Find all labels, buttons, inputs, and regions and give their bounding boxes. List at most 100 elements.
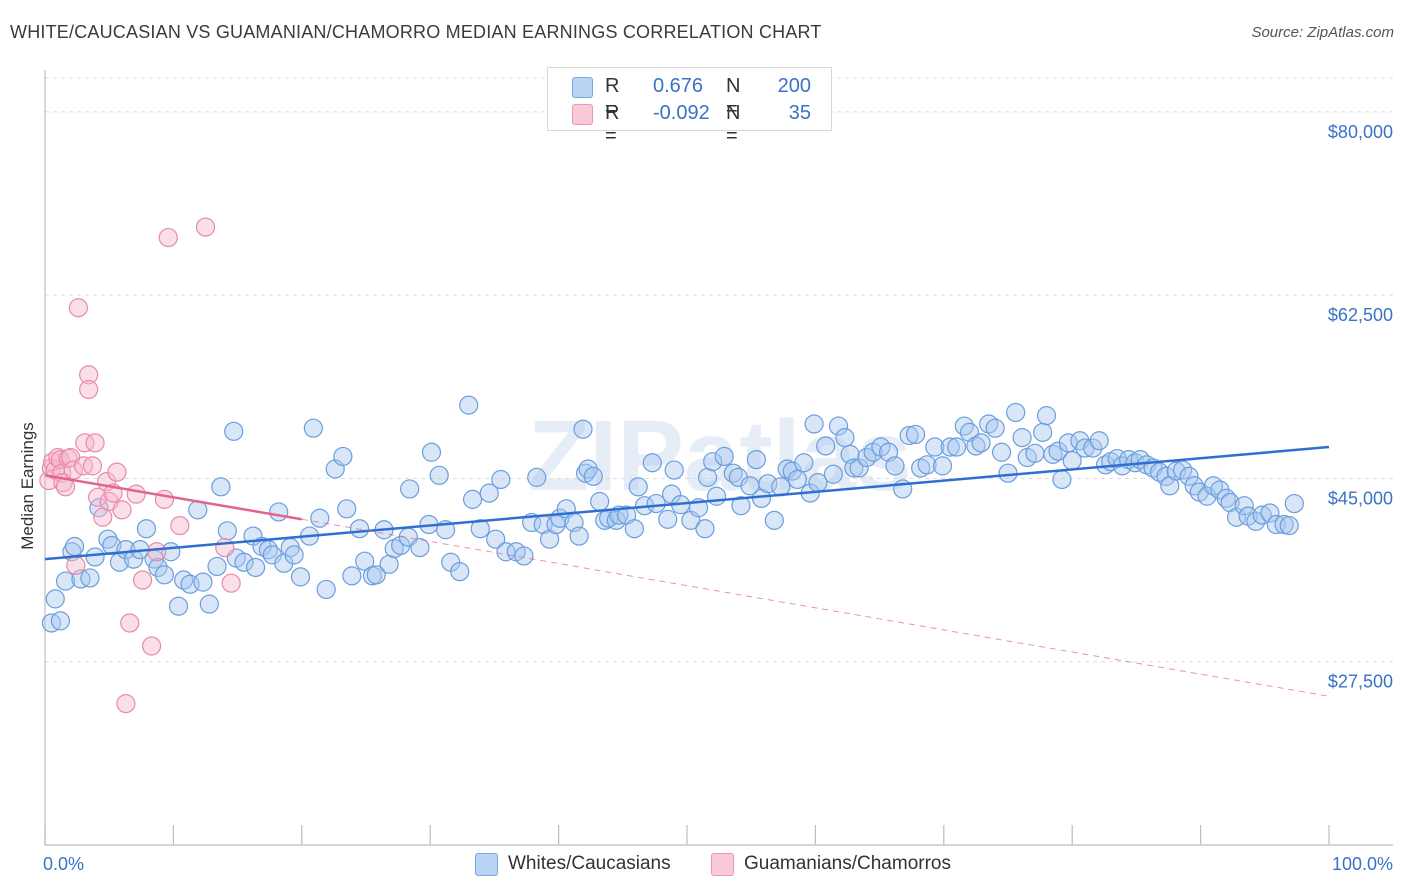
legend-swatch-pink: [572, 104, 593, 125]
data-point-whites: [284, 545, 304, 565]
data-point-whites: [429, 465, 449, 485]
data-point-whites: [857, 447, 877, 468]
data-point-whites: [664, 460, 684, 480]
data-point-whites: [971, 433, 991, 453]
data-point-whites: [966, 436, 986, 456]
data-point-whites: [234, 552, 254, 572]
data-point-whites: [1012, 428, 1032, 448]
data-point-whites: [148, 557, 168, 578]
data-point-whites: [794, 453, 814, 473]
data-point-whites: [310, 508, 330, 528]
data-point-whites: [491, 469, 511, 490]
legend-label: Whites/Caucasians: [508, 853, 671, 874]
data-point-whites: [245, 557, 266, 578]
data-point-whites: [1033, 422, 1053, 442]
data-point-whites: [899, 425, 919, 446]
data-point-whites: [85, 547, 105, 567]
trend-lines: [44, 445, 1330, 697]
data-point-whites: [1184, 476, 1204, 496]
data-point-whites: [746, 449, 766, 470]
n-value: 35: [788, 102, 811, 124]
data-point-whites: [1166, 461, 1186, 481]
data-point-whites: [658, 509, 678, 529]
y-tick-label: $80,000: [1328, 122, 1393, 142]
data-point-whites: [885, 456, 905, 476]
data-point-whites: [823, 464, 843, 484]
x-tick-label-min: 0.0%: [43, 854, 84, 874]
data-point-whites: [486, 529, 506, 549]
data-point-whites: [199, 594, 219, 614]
data-point-whites: [695, 519, 715, 539]
data-point-whites: [470, 519, 490, 539]
data-point-guamanians: [107, 462, 127, 482]
r-value: -0.092: [653, 102, 710, 124]
data-point-whites: [787, 469, 808, 490]
data-point-whites: [342, 566, 362, 586]
data-point-whites: [207, 556, 227, 577]
data-point-guamanians: [126, 484, 146, 504]
data-point-whites: [835, 428, 855, 448]
data-point-whites: [1260, 503, 1280, 523]
data-point-guamanians: [215, 537, 235, 558]
data-point-whites: [349, 519, 370, 539]
data-point-whites: [269, 502, 289, 522]
data-point-guamanians: [82, 456, 103, 476]
y-tick-label: $45,000: [1328, 488, 1393, 508]
data-point-whites: [193, 572, 213, 592]
data-point-whites: [459, 395, 479, 415]
data-point-guamanians: [120, 613, 140, 633]
data-point-whites: [1006, 402, 1026, 423]
trend-line-guamanians-extension: [301, 518, 1330, 697]
data-point-whites: [337, 499, 357, 519]
data-point-whites: [1156, 466, 1176, 486]
data-point-whites: [80, 568, 100, 588]
data-point-guamanians: [66, 555, 86, 575]
data-point-whites: [703, 452, 723, 472]
data-point-whites: [628, 477, 648, 497]
data-point-guamanians: [195, 217, 216, 237]
data-point-whites: [917, 455, 937, 475]
data-point-guamanians: [132, 570, 153, 590]
data-point-whites: [1025, 443, 1045, 463]
data-point-whites: [642, 453, 662, 473]
trend-line-whites: [44, 445, 1330, 561]
data-point-whites: [45, 589, 65, 609]
data-point-whites: [590, 491, 610, 512]
legend-swatch-blue: [475, 853, 498, 876]
data-point-whites: [985, 418, 1005, 438]
data-point-whites: [1083, 438, 1103, 458]
data-point-guamanians: [85, 433, 105, 453]
data-point-guamanians: [158, 227, 178, 248]
data-point-whites: [706, 486, 727, 506]
data-point-whites: [479, 483, 499, 503]
stats-legend: R = 0.676 N = 200 R = -0.092 N = 35: [547, 67, 832, 147]
n-label: N =: [726, 102, 741, 147]
data-points: [39, 217, 1304, 714]
data-point-whites: [224, 421, 244, 441]
data-point-guamanians: [170, 515, 190, 536]
data-point-whites: [804, 414, 824, 434]
data-point-whites: [816, 436, 836, 456]
chart-title: WHITE/CAUCASIAN VS GUAMANIAN/CHAMORRO ME…: [10, 22, 822, 42]
data-point-whites: [50, 611, 71, 631]
trend-line-guamanians: [44, 474, 303, 521]
data-point-whites: [154, 565, 175, 585]
data-point-whites: [905, 424, 926, 445]
data-point-whites: [828, 416, 849, 436]
data-point-whites: [211, 477, 231, 497]
data-point-guamanians: [116, 694, 136, 714]
data-point-whites: [410, 537, 430, 558]
r-label: R =: [605, 102, 620, 147]
data-point-whites: [569, 526, 589, 546]
data-point-whites: [573, 419, 593, 439]
data-point-guamanians: [221, 573, 241, 593]
data-point-whites: [932, 456, 953, 476]
data-point-whites: [527, 467, 547, 487]
data-point-whites: [1252, 505, 1272, 525]
data-point-whites: [1043, 444, 1063, 464]
legend-swatch-blue: [572, 77, 593, 98]
data-point-whites: [1089, 431, 1109, 451]
data-point-whites: [1052, 469, 1072, 490]
data-point-whites: [606, 510, 626, 530]
